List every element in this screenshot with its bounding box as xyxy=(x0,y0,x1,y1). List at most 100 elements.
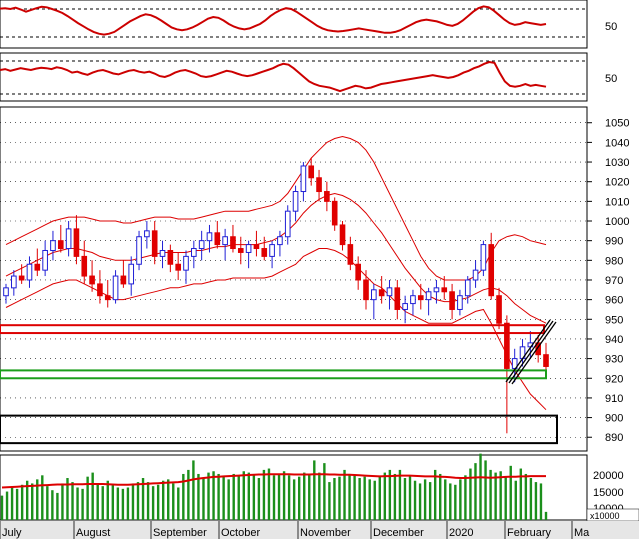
volume-bar xyxy=(373,480,376,520)
candle-body xyxy=(253,244,260,250)
month-label-august: August xyxy=(76,527,110,539)
volume-bar xyxy=(383,472,387,520)
volume-bars xyxy=(0,453,548,520)
volume-bar xyxy=(182,473,185,520)
price-y-axis: 1050 1040 1030 1020 1010 1000 990 980 970 960 950 9… xyxy=(0,118,629,444)
volume-bar xyxy=(217,473,220,520)
candle-body xyxy=(480,244,487,271)
candle xyxy=(57,224,64,253)
candle xyxy=(230,224,236,253)
volume-bar xyxy=(282,471,286,520)
volume-bar xyxy=(418,483,422,520)
candle-body xyxy=(144,230,150,238)
candle xyxy=(308,158,315,186)
volume-bar xyxy=(519,468,523,520)
candle-body xyxy=(34,263,41,271)
candle xyxy=(480,240,487,277)
volume-bar xyxy=(156,484,160,520)
volume-bar xyxy=(232,473,235,520)
candle xyxy=(457,289,463,316)
candle xyxy=(151,221,158,265)
price-tick-label: 980 xyxy=(605,255,623,267)
candle xyxy=(237,236,244,265)
candle-body xyxy=(464,279,471,297)
volume-moving-average xyxy=(1,473,546,489)
candle xyxy=(34,248,41,277)
candle xyxy=(496,287,502,330)
volume-bar xyxy=(25,480,29,520)
candle-body xyxy=(112,275,119,301)
volume-bar xyxy=(101,486,104,520)
volume-bar xyxy=(469,468,472,520)
candle-body xyxy=(3,287,9,297)
volume-bar xyxy=(388,469,392,520)
volume-bar xyxy=(10,487,14,520)
price-tick-label: 920 xyxy=(605,373,623,385)
candle xyxy=(65,221,72,257)
volume-bar xyxy=(413,480,417,520)
candle xyxy=(253,230,260,257)
volume-bar xyxy=(146,482,150,520)
oscillator-mid-panel: 50 xyxy=(0,52,617,102)
oscillator-top-panel: 50 xyxy=(0,0,617,49)
candle xyxy=(371,283,377,320)
x-axis: July August September October November D… xyxy=(0,521,639,539)
price-tick-label: 900 xyxy=(605,413,623,425)
candle xyxy=(50,230,56,261)
candle-body xyxy=(18,275,25,281)
candle-body xyxy=(89,275,95,285)
volume-bar xyxy=(398,469,402,520)
volume-bar xyxy=(66,478,69,520)
volume-bar xyxy=(31,483,34,520)
candle-body xyxy=(308,165,315,179)
candle-body xyxy=(417,295,424,301)
price-frame xyxy=(0,106,588,452)
candle xyxy=(261,236,268,261)
price-tick-label: 1050 xyxy=(605,118,629,130)
wedge-line-3 xyxy=(511,321,557,385)
candle-body xyxy=(511,358,518,369)
candle-body xyxy=(26,263,33,281)
target-zone xyxy=(0,414,558,445)
candle xyxy=(245,240,252,269)
volume-bar xyxy=(91,472,94,520)
volume-bar xyxy=(161,480,165,520)
volume-bar xyxy=(444,479,447,520)
volume-bar xyxy=(353,475,356,520)
candle-body xyxy=(347,244,354,265)
candle xyxy=(449,283,455,320)
candle-body xyxy=(269,244,275,257)
candle xyxy=(73,215,80,265)
candle-body xyxy=(167,249,174,265)
volume-bar xyxy=(297,476,301,520)
candle xyxy=(42,240,48,277)
month-label-october: October xyxy=(221,527,260,539)
volume-bar xyxy=(237,475,240,520)
volume-tick-20000: 20000 xyxy=(593,470,624,482)
volume-bar xyxy=(96,484,99,520)
candle xyxy=(97,270,103,304)
candle-body xyxy=(65,228,72,250)
candle xyxy=(402,295,408,324)
volume-bar xyxy=(428,482,432,520)
candle xyxy=(11,270,17,296)
price-tick-label: 1040 xyxy=(605,137,629,149)
volume-bar xyxy=(126,487,130,520)
candle-body xyxy=(11,275,17,289)
bollinger-lower-band xyxy=(5,248,547,411)
candle-body xyxy=(433,287,440,293)
candle-body xyxy=(175,263,181,271)
volume-bar xyxy=(474,463,477,520)
volume-bar xyxy=(524,473,528,520)
volume-bar xyxy=(504,476,507,520)
candle xyxy=(410,289,416,316)
volume-bar xyxy=(348,473,351,520)
month-label-july: July xyxy=(2,527,22,539)
volume-unit-label: x10000 xyxy=(590,511,620,521)
candle-body xyxy=(159,249,166,257)
volume-bar xyxy=(81,488,84,520)
volume-bar xyxy=(56,492,59,520)
volume-bar xyxy=(41,475,44,520)
candle xyxy=(144,221,150,249)
volume-bar xyxy=(267,468,271,520)
